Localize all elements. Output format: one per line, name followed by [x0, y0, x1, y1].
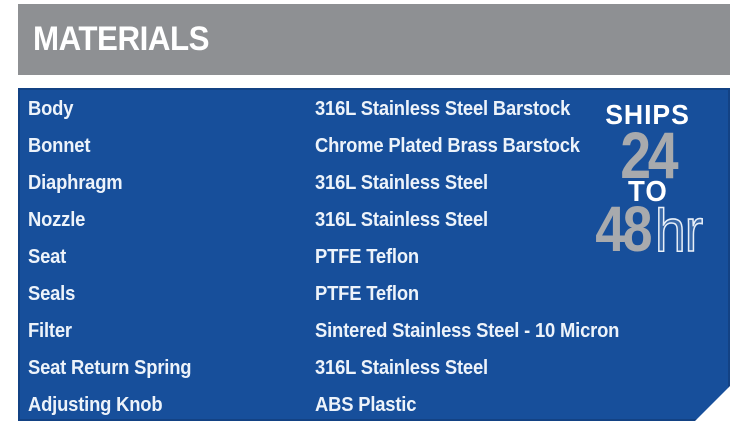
- materials-header-band: MATERIALS: [18, 4, 730, 75]
- material-name-cell: Body: [28, 98, 315, 121]
- material-value-cell: 316L Stainless Steel: [315, 172, 646, 195]
- ships-24-48-badge: SHIPS 24 TO 48hr: [566, 88, 730, 268]
- material-value-cell: PTFE Teflon: [315, 246, 646, 269]
- ships-hr-unit: hr: [654, 197, 703, 264]
- material-value-cell: 316L Stainless Steel: [315, 357, 646, 380]
- material-value: 316L Stainless Steel: [315, 357, 488, 379]
- material-name-cell: Nozzle: [28, 209, 315, 232]
- table-row: Filter Sintered Stainless Steel - 10 Mic…: [28, 313, 646, 350]
- table-row: Seat PTFE Teflon: [28, 239, 646, 276]
- table-row: Nozzle 316L Stainless Steel: [28, 202, 646, 239]
- material-value: Sintered Stainless Steel - 10 Micron: [315, 320, 620, 342]
- material-name: Adjusting Knob: [28, 394, 163, 416]
- material-value: 316L Stainless Steel Barstock: [315, 98, 571, 120]
- table-row: Seals PTFE Teflon: [28, 276, 646, 313]
- material-value-cell: 316L Stainless Steel Barstock: [315, 98, 646, 121]
- ships-to-line: TO: [566, 178, 730, 207]
- ships-label: SHIPS: [605, 99, 691, 130]
- material-name-cell: Seat Return Spring: [28, 357, 315, 380]
- material-value-cell: Sintered Stainless Steel - 10 Micron: [315, 320, 646, 343]
- material-name-cell: Seat: [28, 246, 315, 269]
- ships-48-line: 48hr: [566, 197, 730, 261]
- material-name: Body: [28, 98, 74, 120]
- ships-to-label: TO: [628, 176, 668, 208]
- material-value-cell: ABS Plastic: [315, 394, 646, 417]
- page-title: MATERIALS: [33, 20, 210, 58]
- material-name: Filter: [28, 320, 72, 342]
- material-name: Seat: [28, 246, 67, 268]
- materials-table: Body 316L Stainless Steel Barstock Bonne…: [18, 88, 618, 424]
- table-row: Seat Return Spring 316L Stainless Steel: [28, 350, 646, 387]
- material-name: Diaphragm: [28, 172, 123, 194]
- material-name: Nozzle: [28, 209, 86, 231]
- material-name-cell: Bonnet: [28, 135, 315, 158]
- table-row: Body 316L Stainless Steel Barstock: [28, 91, 646, 128]
- materials-panel: Body 316L Stainless Steel Barstock Bonne…: [18, 88, 730, 421]
- material-value: 316L Stainless Steel: [315, 209, 488, 231]
- material-name: Bonnet: [28, 135, 91, 157]
- material-name-cell: Adjusting Knob: [28, 394, 315, 417]
- material-name: Seat Return Spring: [28, 357, 192, 379]
- table-row: Adjusting Knob ABS Plastic: [28, 387, 646, 424]
- material-value: ABS Plastic: [315, 394, 417, 416]
- ships-48-number: 48: [594, 193, 650, 265]
- material-value: Chrome Plated Brass Barstock: [315, 135, 580, 157]
- material-value-cell: PTFE Teflon: [315, 283, 646, 306]
- table-row: Diaphragm 316L Stainless Steel: [28, 165, 646, 202]
- table-row: Bonnet Chrome Plated Brass Barstock: [28, 128, 646, 165]
- ships-label-line: SHIPS: [566, 101, 730, 129]
- material-value: PTFE Teflon: [315, 246, 419, 268]
- material-name-cell: Diaphragm: [28, 172, 315, 195]
- material-value-cell: Chrome Plated Brass Barstock: [315, 135, 646, 158]
- material-value: PTFE Teflon: [315, 283, 419, 305]
- ships-24-line: 24: [566, 122, 730, 188]
- material-value-cell: 316L Stainless Steel: [315, 209, 646, 232]
- ships-24-number: 24: [620, 118, 676, 192]
- material-name-cell: Filter: [28, 320, 315, 343]
- material-name-cell: Seals: [28, 283, 315, 306]
- material-value: 316L Stainless Steel: [315, 172, 488, 194]
- material-name: Seals: [28, 283, 76, 305]
